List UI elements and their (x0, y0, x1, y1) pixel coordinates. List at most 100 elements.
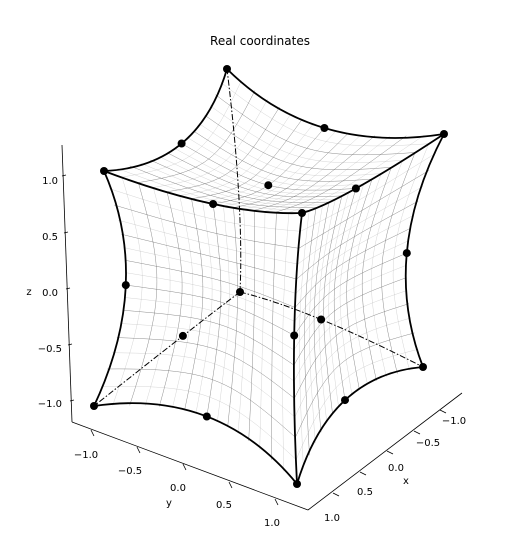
left-face-grid-line (184, 198, 204, 411)
top-face-grid-line (233, 133, 349, 208)
right-face-grid-line (293, 277, 407, 366)
right-face-grid-line (339, 184, 364, 395)
right-face-grid-line (392, 143, 429, 371)
y-tick-mark (136, 446, 141, 454)
z-tick-mark (61, 174, 67, 177)
x-tick-mark (439, 409, 447, 414)
x-tick-label: −1.0 (442, 416, 466, 427)
z-tick-mark (63, 231, 69, 234)
node-point (351, 184, 360, 193)
left-face-grid-line (159, 191, 183, 407)
right-face-grid-line (293, 290, 408, 382)
node-point (293, 480, 301, 488)
x-tick-mark (386, 450, 394, 455)
y-axis-label: y (166, 498, 172, 509)
left-face-grid-line (282, 212, 289, 472)
left-face-grid-line (120, 323, 295, 382)
y-axis-line (71, 421, 309, 511)
left-face-grid-line (248, 210, 255, 441)
cube-edge (93, 170, 127, 407)
left-face-grid-line (271, 211, 277, 460)
node-point (402, 249, 411, 258)
x-axis-label: x (403, 476, 409, 487)
x-tick-label: 1.0 (324, 513, 340, 524)
z-tick-mark (65, 287, 71, 290)
left-face-grid-line (109, 188, 301, 232)
node-markers (90, 65, 448, 488)
x-axis-line (307, 392, 463, 511)
top-face-grid-line (174, 148, 349, 194)
left-face-grid-line (116, 337, 295, 399)
z-axis-line (61, 144, 73, 423)
cube-edge (293, 212, 303, 485)
right-face-grid-line (300, 152, 437, 232)
z-tick-mark (69, 399, 75, 402)
top-face-grid-line (140, 162, 323, 206)
node-point (223, 65, 231, 73)
top-face-grid-line (179, 113, 292, 196)
cube-edge (103, 68, 228, 172)
y-tick-label: −0.5 (118, 466, 142, 477)
z-tick-label: −0.5 (38, 344, 62, 355)
right-face-grid-line (323, 195, 343, 415)
top-face-grid-line (276, 135, 407, 213)
left-face-grid-line (237, 209, 247, 434)
x-tick-mark (413, 430, 421, 435)
node-point (419, 363, 427, 371)
right-face-grid-line (295, 332, 415, 438)
z-axis-label: z (26, 287, 31, 298)
right-face-grid-line (296, 201, 419, 280)
x-tick-mark (359, 471, 367, 476)
right-face-grid-line (361, 167, 392, 381)
y-tick-mark (182, 463, 187, 471)
x-tick-label: −0.5 (416, 438, 440, 449)
y-tick-label: 0.5 (216, 500, 232, 511)
chart-title: Real coordinates (210, 34, 310, 48)
z-tick-label: −1.0 (38, 399, 62, 410)
top-face-grid-line (288, 134, 425, 213)
node-point (320, 124, 329, 132)
left-face-grid-line (172, 195, 194, 408)
right-face-grid-line (381, 152, 416, 374)
top-face-grid-line (202, 123, 314, 202)
z-tick-label: 0.0 (42, 288, 58, 299)
z-tick-mark (67, 343, 73, 346)
left-face-grid-line (129, 182, 158, 406)
node-point (100, 167, 108, 175)
y-tick-mark (274, 498, 279, 506)
node-point (202, 412, 211, 421)
x-tick-label: 0.5 (357, 487, 373, 498)
z-axis: 1.0 0.5 0.0 −0.5 −1.0 z (26, 144, 75, 423)
left-face-grid-line (124, 297, 295, 351)
y-tick-label: −1.0 (74, 450, 98, 461)
top-face-grid-line (204, 115, 392, 170)
left-face-grid-line (121, 233, 297, 280)
y-tick-label: 1.0 (264, 518, 280, 529)
y-tick-mark (228, 481, 233, 489)
node-point (298, 209, 306, 217)
y-tick-label: 0.0 (170, 483, 186, 494)
top-face-grid-line (209, 105, 403, 163)
front-edges (93, 68, 445, 485)
top-face-grid-line (187, 137, 364, 187)
right-face-grid-line (353, 173, 382, 385)
left-face-grid-line (107, 368, 296, 438)
node-point (121, 281, 130, 290)
left-face-grid-line (217, 205, 230, 422)
left-face-grid-line (227, 207, 238, 427)
right-face-grid-line (371, 160, 403, 378)
top-face-grid-line (199, 123, 382, 177)
node-point (178, 331, 187, 340)
y-tick-mark (90, 429, 95, 437)
top-face-grid-line (264, 135, 391, 212)
surface-mesh (101, 80, 437, 472)
node-point (236, 288, 244, 296)
right-face-grid-line (296, 349, 419, 460)
left-face-grid-line (118, 219, 298, 265)
z-tick-label: 1.0 (42, 176, 58, 187)
right-face-grid-line (293, 265, 407, 350)
hidden-edges (93, 68, 424, 407)
top-face-grid-line (215, 94, 416, 156)
left-face-grid-line (125, 284, 295, 336)
hidden-edge (226, 68, 242, 293)
